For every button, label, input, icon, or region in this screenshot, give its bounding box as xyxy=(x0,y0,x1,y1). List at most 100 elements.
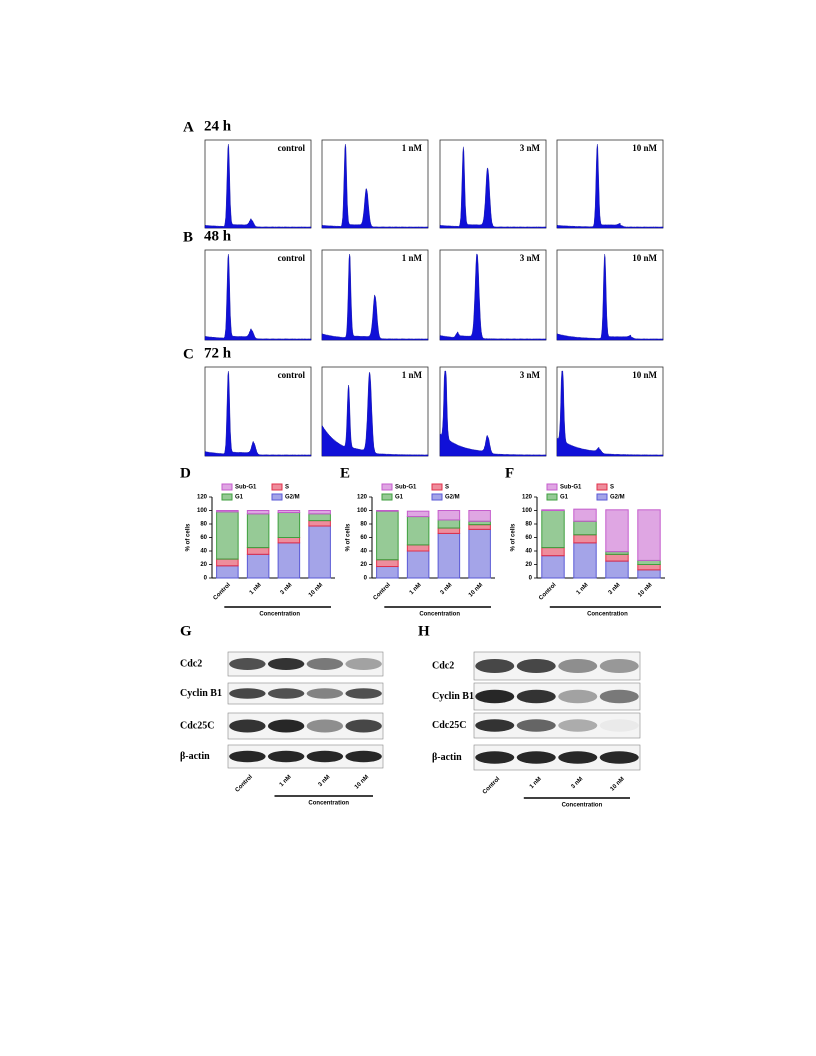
bar-segment xyxy=(216,558,239,567)
bar-segment xyxy=(246,510,270,515)
bar-segment xyxy=(246,547,270,555)
bar-segment xyxy=(637,569,661,579)
y-tick-label: 80 xyxy=(525,522,532,528)
protein-label: Cdc2 xyxy=(180,658,202,669)
x-tick-label: 1 nM xyxy=(409,582,423,596)
band xyxy=(267,688,305,699)
y-tick-label: 40 xyxy=(360,549,367,555)
time-label: 24 h xyxy=(204,118,232,134)
bar-segment xyxy=(308,520,331,527)
panel-label: G xyxy=(180,623,192,639)
legend-swatch xyxy=(546,483,558,491)
legend-label: S xyxy=(285,485,289,491)
bar-segment xyxy=(376,559,399,568)
bar-segment xyxy=(637,509,661,561)
legend-swatch xyxy=(596,483,608,491)
y-tick-label: 40 xyxy=(525,549,532,555)
x-tick-label: 3 nM xyxy=(439,582,453,596)
histogram xyxy=(556,253,664,341)
legend-swatch xyxy=(596,493,608,501)
y-tick-label: 120 xyxy=(357,495,368,501)
y-tick-label: 0 xyxy=(529,576,533,582)
condition-label: 3 nM xyxy=(520,253,541,263)
x-axis-label: Concentration xyxy=(562,803,603,809)
x-axis-label: Concentration xyxy=(587,612,628,618)
band xyxy=(306,750,344,763)
bar-segment xyxy=(216,510,239,513)
band xyxy=(267,719,305,733)
condition-label: 3 nM xyxy=(520,143,541,153)
bar-segment xyxy=(637,559,661,566)
lane-label: Control xyxy=(235,774,255,794)
histogram xyxy=(556,143,664,229)
protein-label: β-actin xyxy=(180,751,210,762)
band xyxy=(558,751,598,764)
bar-segment xyxy=(605,509,629,553)
histogram xyxy=(439,370,547,457)
histogram-frame xyxy=(439,139,547,229)
blot-box xyxy=(227,744,384,769)
protein-label: Cdc2 xyxy=(432,660,454,671)
y-tick-label: 120 xyxy=(197,495,208,501)
band xyxy=(599,689,639,704)
bar-segment xyxy=(541,509,565,512)
y-tick-label: 100 xyxy=(357,508,368,514)
band xyxy=(345,719,382,733)
histogram xyxy=(439,253,547,341)
protein-label: Cyclin B1 xyxy=(180,688,222,699)
histogram xyxy=(204,143,312,229)
condition-label: control xyxy=(278,370,306,380)
condition-label: 10 nM xyxy=(632,143,657,153)
legend-swatch xyxy=(381,483,393,491)
panel-label: C xyxy=(183,346,194,362)
bar-segment xyxy=(468,524,491,530)
y-tick-label: 100 xyxy=(197,508,208,514)
lane-label: 3 nM xyxy=(317,774,331,788)
bar-segment xyxy=(541,547,565,557)
bar-segment xyxy=(573,542,597,579)
lane-label: 10 nM xyxy=(354,774,370,790)
condition-label: 3 nM xyxy=(520,370,541,380)
histogram-frame xyxy=(204,249,312,341)
band xyxy=(229,658,266,670)
bar-segment xyxy=(406,550,430,579)
histogram-frame xyxy=(556,366,664,457)
bar-segment xyxy=(437,519,461,529)
histogram xyxy=(204,253,312,341)
y-tick-label: 0 xyxy=(204,576,208,582)
band xyxy=(345,750,382,763)
legend-label: G1 xyxy=(560,495,569,501)
protein-label: Cdc25C xyxy=(180,720,214,731)
band xyxy=(475,751,515,764)
x-tick-label: 10 nM xyxy=(468,582,484,598)
legend-swatch xyxy=(546,493,558,501)
bar-segment xyxy=(541,555,565,579)
bar-segment xyxy=(277,542,301,579)
lane-label: 1 nM xyxy=(279,774,293,788)
x-tick-label: Control xyxy=(373,582,393,602)
histogram-frame xyxy=(321,139,429,229)
x-tick-label: Control xyxy=(538,582,558,602)
legend-label: Sub-G1 xyxy=(560,485,582,491)
legend-label: G2/M xyxy=(445,495,460,501)
x-tick-label: 3 nM xyxy=(279,582,293,596)
histogram xyxy=(321,143,429,229)
histogram-frame xyxy=(556,249,664,341)
legend-label: S xyxy=(610,485,614,491)
histogram-frame xyxy=(439,249,547,341)
bar-segment xyxy=(308,510,331,515)
panel-label: E xyxy=(340,465,350,481)
lane-label: 3 nM xyxy=(570,776,584,790)
bar-segment xyxy=(637,564,661,571)
bar-segment xyxy=(406,516,430,546)
bar-segment xyxy=(376,510,399,561)
band xyxy=(306,719,344,733)
legend-swatch xyxy=(271,483,283,491)
condition-label: 10 nM xyxy=(632,253,657,263)
x-axis-label: Concentration xyxy=(259,612,300,618)
y-axis-label: % of cells xyxy=(511,523,517,551)
band xyxy=(516,689,556,704)
legend-label: Sub-G1 xyxy=(395,485,417,491)
bar-segment xyxy=(246,513,270,549)
condition-label: 1 nM xyxy=(402,253,423,263)
